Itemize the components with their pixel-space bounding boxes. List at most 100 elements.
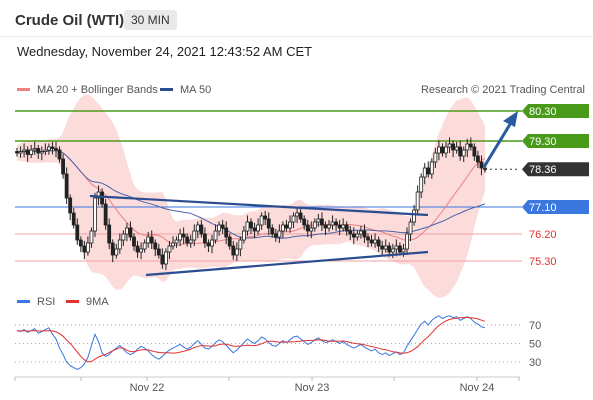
candle-body	[100, 191, 104, 205]
candle-body	[185, 236, 190, 244]
candle	[422, 162, 427, 185]
candle	[468, 137, 473, 151]
candle	[178, 228, 182, 246]
level-label: 77.10	[529, 202, 557, 214]
candle	[29, 144, 34, 159]
candle-body	[394, 245, 399, 250]
candle	[22, 143, 26, 158]
candle-body	[86, 242, 90, 253]
candle	[174, 236, 179, 248]
candle-body	[220, 224, 225, 229]
candle	[192, 224, 197, 246]
candle	[376, 236, 381, 252]
candle	[295, 207, 299, 224]
candle	[54, 141, 58, 158]
candle-body	[114, 248, 119, 256]
candle-body	[234, 248, 239, 256]
candle	[57, 146, 62, 163]
candle	[479, 155, 484, 176]
candle	[32, 141, 37, 155]
candle-body	[252, 227, 257, 232]
candle	[164, 248, 168, 270]
candle-body	[376, 239, 381, 247]
candle	[242, 225, 246, 244]
rsi-tick-label: 50	[529, 339, 541, 351]
candle-body	[422, 167, 427, 178]
candle-body	[153, 242, 158, 250]
candle	[330, 215, 335, 230]
trendline-lower	[145, 250, 429, 277]
candle-body	[288, 221, 292, 229]
candle-body	[210, 239, 214, 247]
candle-body	[266, 218, 271, 229]
rsi-legend-swatch-rsi	[17, 300, 30, 303]
candle	[185, 233, 190, 247]
candle-body	[284, 224, 289, 229]
candle-body	[323, 224, 328, 229]
candle	[433, 147, 438, 168]
candle-body	[146, 236, 151, 244]
candle-body	[39, 151, 44, 154]
candle	[39, 146, 44, 161]
candle-body	[316, 218, 321, 223]
candle-body	[302, 218, 307, 226]
candle-body	[57, 149, 62, 160]
candle	[75, 218, 80, 245]
rsi-panel: 70 50 30	[15, 315, 541, 370]
candle	[86, 236, 90, 256]
candle	[171, 236, 175, 250]
candle	[312, 218, 317, 232]
candle-body	[273, 233, 278, 238]
candle-body	[164, 251, 168, 265]
candle-body	[320, 218, 324, 226]
candle-body	[181, 233, 186, 238]
candle	[263, 210, 268, 225]
candle-body	[468, 143, 473, 148]
candle	[156, 243, 161, 259]
candle	[47, 143, 51, 155]
candle-body	[454, 146, 459, 151]
candle-body	[245, 221, 250, 232]
candle	[316, 213, 321, 227]
candle	[369, 234, 374, 247]
candle-body	[479, 161, 484, 169]
candle-body	[71, 212, 76, 226]
candle-body	[398, 245, 402, 253]
level-tag-box	[522, 104, 589, 118]
candle	[43, 143, 48, 156]
candle-body	[298, 212, 303, 220]
candle	[18, 146, 23, 158]
candle-body	[43, 149, 48, 152]
candle-body	[249, 221, 253, 229]
candle	[146, 231, 151, 248]
candle-body	[195, 224, 200, 232]
candle	[188, 234, 193, 248]
candle	[167, 240, 172, 260]
candle	[344, 221, 349, 236]
candle	[451, 140, 455, 158]
candle-body	[351, 233, 356, 238]
candle	[71, 207, 76, 229]
candle	[458, 140, 463, 161]
candle	[281, 221, 285, 239]
candle	[36, 144, 41, 159]
candle	[337, 219, 342, 236]
candle-body	[337, 224, 342, 229]
candle-body	[178, 233, 182, 241]
candle	[128, 221, 133, 241]
x-tick-label: Nov 24	[460, 382, 495, 394]
x-axis: Nov 22 Nov 23 Nov 24	[14, 377, 520, 394]
candle-body	[103, 203, 108, 226]
candle-body	[387, 245, 392, 253]
candle-body	[36, 148, 41, 154]
level-tag: 80.30	[522, 104, 589, 118]
candle	[68, 194, 73, 221]
interval-button[interactable]: 30 MIN	[124, 10, 177, 30]
candle-body	[54, 148, 58, 151]
candle	[461, 146, 466, 162]
level-label: 79.30	[529, 136, 557, 148]
candle-body	[401, 248, 406, 253]
candle-body	[444, 146, 448, 154]
candle-body	[227, 236, 232, 247]
candle-body	[390, 248, 395, 253]
